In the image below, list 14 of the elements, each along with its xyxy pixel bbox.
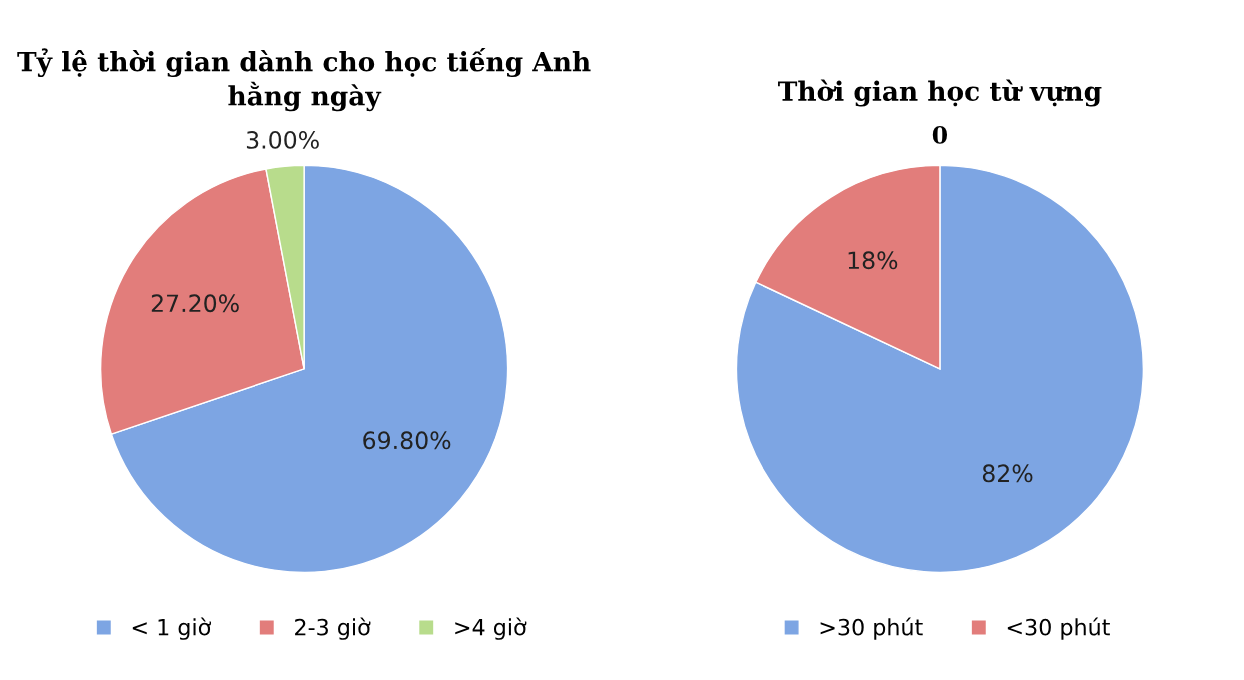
chart-title: Tỷ lệ thời gian dành cho học tiếng Anh hằng ngày — [17, 48, 591, 112]
legend-label: >4 giờ — [455, 617, 527, 640]
data-label: 18% — [848, 251, 898, 270]
data-label: 69.80% — [363, 431, 451, 450]
legend-label: 2-3 giờ — [295, 617, 371, 640]
pie-slice — [735, 164, 1145, 574]
data-label: 27.20% — [151, 294, 239, 313]
legend-label: >30 phút — [820, 617, 923, 640]
data-label: 3.00% — [246, 130, 319, 149]
data-label: 82% — [982, 464, 1033, 483]
text: 0 — [932, 125, 948, 144]
chart-title: Thời gian học từ vựng — [778, 79, 1102, 107]
legend-label: < 1 giờ — [132, 617, 212, 640]
legend-label: <30 phút — [1007, 617, 1110, 640]
